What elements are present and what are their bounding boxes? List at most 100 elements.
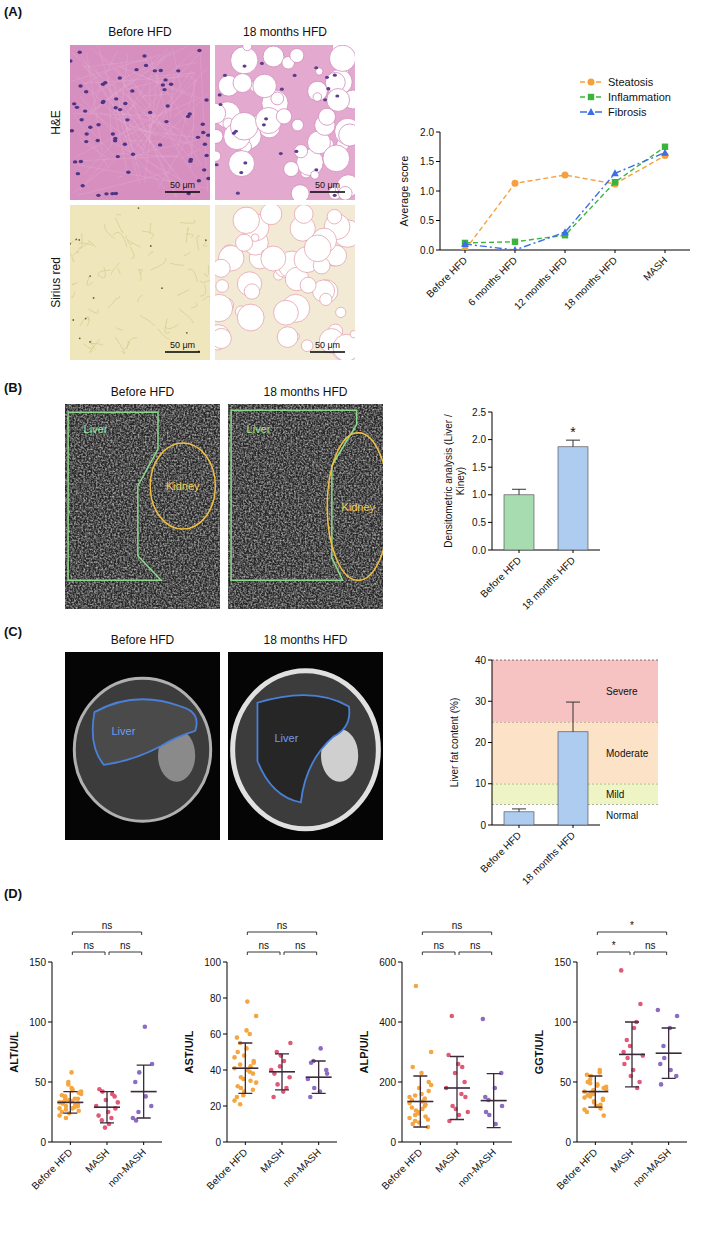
texture (165, 318, 170, 333)
lipid-droplet (350, 331, 355, 338)
point (625, 1038, 630, 1043)
organ-label: Liver (275, 732, 299, 744)
nucleus (243, 64, 247, 67)
lipid-droplet (216, 280, 229, 293)
marker (611, 169, 619, 176)
point (149, 1104, 154, 1109)
lipid-droplet (260, 205, 281, 225)
marker (461, 240, 469, 247)
point (659, 1082, 664, 1087)
y-tick-label: 0 (40, 1137, 46, 1148)
x-tick-label: MASH (83, 1146, 111, 1174)
nucleus (202, 168, 206, 171)
y-tick (488, 439, 492, 440)
y-tick-label: 2.0 (472, 434, 486, 445)
y-tick (223, 962, 227, 963)
texture (90, 339, 100, 353)
plot-area (504, 440, 588, 550)
comparison-label: * (612, 940, 616, 951)
nucleus (164, 120, 168, 123)
point (245, 999, 250, 1004)
y-axis (52, 962, 53, 1142)
texture (71, 55, 160, 81)
x-tick (632, 1142, 633, 1145)
image-background (65, 652, 220, 840)
sd-bar (137, 1065, 151, 1118)
series-line (465, 156, 665, 250)
x-tick-label: Before HFD (424, 254, 469, 299)
y-tick (436, 191, 440, 192)
nucleus (215, 163, 219, 166)
lipid-droplet (230, 112, 258, 140)
point (100, 1118, 105, 1123)
nucleus (323, 98, 327, 101)
y-tick-label: 1.5 (420, 156, 434, 167)
texture (126, 235, 141, 247)
y-tick (223, 1034, 227, 1035)
lipid-droplet (244, 284, 259, 299)
texture (84, 51, 203, 175)
lipid-droplet (215, 328, 231, 348)
y-tick (488, 825, 492, 826)
marker (587, 108, 595, 115)
speckle (65, 404, 220, 609)
texture (72, 319, 74, 321)
organ-label: Kidney (341, 501, 375, 513)
nucleus (84, 132, 88, 135)
nucleus (123, 143, 127, 146)
texture (137, 295, 142, 302)
marker (511, 246, 519, 250)
lipid-droplet (301, 340, 313, 352)
lipid-droplet (320, 293, 332, 305)
lipid-droplet (313, 93, 322, 102)
texture (73, 252, 79, 256)
lipid-droplet (277, 327, 298, 348)
texture (174, 109, 186, 116)
x-tick-label: non-MASH (631, 1146, 673, 1188)
nucleus (101, 101, 105, 104)
texture (157, 97, 202, 117)
panel-label: (D) (4, 886, 22, 901)
nucleus (114, 97, 118, 100)
y-tick-label: 50 (560, 1077, 572, 1088)
lipid-droplet (327, 89, 350, 112)
nucleus (96, 194, 100, 197)
sd-bar (275, 1054, 289, 1090)
texture (79, 139, 109, 159)
point (69, 1070, 74, 1075)
y-tick (573, 1082, 577, 1083)
x-tick (143, 1142, 144, 1145)
lipid-droplet (308, 81, 328, 101)
y-tick-label: 40 (210, 1065, 222, 1076)
title-line: Average score (398, 156, 410, 227)
texture (85, 318, 87, 320)
nucleus (239, 171, 243, 174)
plot-area (57, 1025, 156, 1130)
x-tick-label: 18 months HFD (520, 554, 577, 611)
x-tick (573, 550, 574, 553)
y-axis-title: AST/U/L (183, 1030, 195, 1073)
histology-image (70, 45, 210, 200)
y-tick-label: 0 (565, 1137, 571, 1148)
nucleus (125, 118, 129, 121)
point (72, 1097, 77, 1102)
y-tick-label: 2.0 (420, 127, 434, 138)
point (235, 1050, 240, 1055)
comparison-label: ns (470, 940, 481, 951)
texture (118, 176, 122, 178)
nucleus (126, 170, 130, 173)
comparison-bracket (72, 952, 105, 955)
plot-area (232, 999, 331, 1106)
x-tick (420, 1142, 421, 1145)
x-tick (282, 1142, 283, 1145)
kidney-outline (150, 443, 215, 529)
sd-bar (487, 1074, 501, 1128)
image-background (215, 205, 355, 360)
y-tick (223, 1106, 227, 1107)
title-line: Kiney) (455, 467, 466, 495)
comparison-bracket (247, 932, 316, 935)
nucleus (84, 90, 88, 93)
lipid-droplet (215, 151, 221, 161)
y-axis-title: Liver fat content (%) (449, 698, 460, 787)
error-bar (512, 489, 526, 495)
